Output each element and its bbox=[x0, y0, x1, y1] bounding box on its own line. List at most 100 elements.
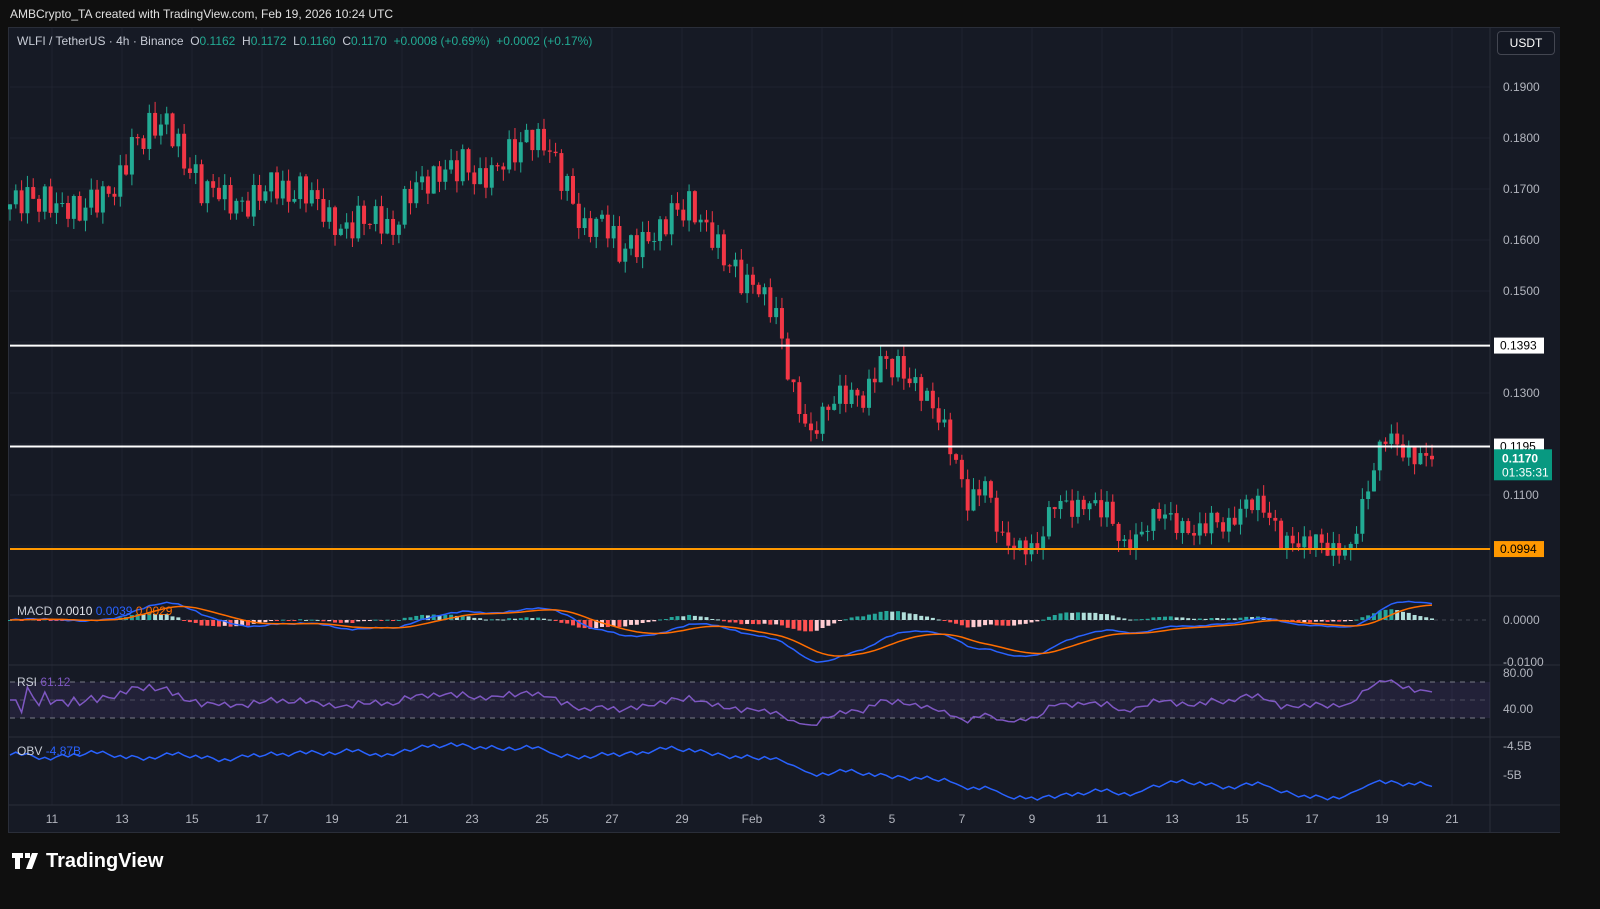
macd-histogram-bar bbox=[658, 619, 663, 621]
candle-body bbox=[600, 214, 605, 219]
macd-histogram-bar bbox=[356, 620, 361, 622]
macd-histogram-bar bbox=[501, 619, 506, 621]
currency-button[interactable]: USDT bbox=[1497, 31, 1555, 55]
macd-histogram-bar bbox=[431, 614, 436, 620]
macd-histogram-bar bbox=[791, 620, 796, 629]
candle-body bbox=[1006, 532, 1011, 546]
candle-body bbox=[605, 214, 610, 239]
candle-body bbox=[460, 149, 465, 182]
price-tick-label: 0.1300 bbox=[1503, 386, 1540, 400]
candle-body bbox=[153, 112, 158, 136]
candle-body bbox=[837, 385, 842, 404]
candle-body bbox=[1244, 499, 1249, 509]
macd-histogram-bar bbox=[1029, 620, 1034, 623]
macd-signal-value: 0.0029 bbox=[135, 604, 173, 618]
change-value: +0.0008 (+0.69%) bbox=[393, 34, 490, 48]
candle-body bbox=[1070, 500, 1075, 517]
candle-body bbox=[350, 222, 355, 239]
open-value: 0.1162 bbox=[199, 34, 236, 48]
candle-body bbox=[640, 231, 645, 258]
candle-body bbox=[779, 308, 784, 339]
open-label: O bbox=[190, 34, 200, 48]
macd-histogram-bar bbox=[1093, 612, 1098, 620]
candle-body bbox=[855, 389, 860, 396]
candle-body bbox=[124, 165, 129, 175]
candle-body bbox=[658, 219, 663, 242]
candle-body bbox=[42, 186, 47, 212]
macd-histogram-bar bbox=[652, 620, 657, 622]
macd-histogram-bar bbox=[350, 620, 355, 624]
time-tick-label: 3 bbox=[819, 812, 826, 826]
candle-body bbox=[1058, 500, 1063, 510]
candle-body bbox=[338, 228, 343, 235]
macd-histogram-bar bbox=[988, 620, 993, 625]
macd-histogram-bar bbox=[1250, 617, 1255, 620]
macd-histogram-bar bbox=[779, 620, 784, 626]
obv-legend: OBV -4.87B bbox=[17, 744, 81, 758]
candle-body bbox=[495, 165, 500, 167]
candle-body bbox=[431, 166, 436, 194]
macd-histogram-bar bbox=[797, 620, 802, 631]
macd-histogram-bar bbox=[211, 620, 216, 627]
macd-histogram-bar bbox=[1081, 612, 1086, 620]
candle-body bbox=[1203, 523, 1208, 534]
candle-body bbox=[919, 377, 924, 401]
candle-body bbox=[832, 403, 837, 410]
candle-body bbox=[292, 199, 297, 202]
candle-body bbox=[530, 129, 535, 151]
macd-histogram-bar bbox=[837, 620, 842, 621]
candle-body bbox=[1157, 509, 1162, 519]
macd-histogram-bar bbox=[855, 616, 860, 620]
macd-histogram-bar bbox=[1139, 619, 1144, 621]
candle-body bbox=[849, 389, 854, 404]
candle-body bbox=[1000, 531, 1005, 533]
macd-histogram-bar bbox=[1360, 617, 1365, 620]
macd-histogram-bar bbox=[1348, 620, 1353, 621]
tradingview-logo-icon bbox=[12, 852, 38, 869]
candle-body bbox=[1313, 534, 1318, 550]
macd-histogram-bar bbox=[530, 618, 535, 620]
candle-body bbox=[930, 390, 935, 409]
candle-body bbox=[750, 274, 755, 285]
candle-body bbox=[1308, 536, 1313, 550]
candle-body bbox=[449, 160, 454, 170]
macd-signal-line bbox=[9, 604, 1433, 657]
candle-body bbox=[1406, 446, 1411, 458]
candle-body bbox=[1238, 508, 1243, 525]
macd-histogram-bar bbox=[1232, 618, 1237, 620]
candle-body bbox=[826, 406, 831, 410]
price-tick-label: 0.1600 bbox=[1503, 233, 1540, 247]
macd-histogram-bar bbox=[60, 620, 65, 621]
macd-tick-label: -0.0100 bbox=[1503, 655, 1544, 669]
macd-histogram-bar bbox=[199, 620, 204, 626]
macd-histogram-bar bbox=[234, 620, 239, 627]
macd-histogram-bar bbox=[890, 611, 895, 620]
macd-histogram-bar bbox=[1052, 615, 1057, 620]
candle-body bbox=[692, 191, 697, 223]
macd-histogram-bar bbox=[704, 617, 709, 620]
candle-body bbox=[211, 181, 216, 188]
time-tick-label: 15 bbox=[185, 812, 199, 826]
candle-body bbox=[170, 113, 175, 147]
macd-legend: MACD 0.0010 0.0039 0.0029 bbox=[17, 604, 172, 618]
tradingview-logo[interactable]: TradingView bbox=[12, 850, 163, 873]
candle-body bbox=[983, 481, 988, 496]
candle-body bbox=[710, 222, 715, 248]
macd-histogram-bar bbox=[437, 615, 442, 620]
macd-histogram-bar bbox=[803, 620, 808, 632]
candle-body bbox=[356, 205, 361, 239]
macd-label: MACD bbox=[17, 604, 53, 618]
candle-body bbox=[333, 207, 338, 235]
last-price-tag bbox=[1494, 449, 1552, 481]
level-price-tag bbox=[1494, 541, 1544, 558]
candle-body bbox=[437, 166, 442, 182]
macd-histogram-bar bbox=[454, 615, 459, 620]
candle-body bbox=[1389, 433, 1394, 444]
macd-histogram-bar bbox=[1128, 619, 1133, 621]
candle-body bbox=[843, 385, 848, 404]
price-tick-label: 0.1700 bbox=[1503, 182, 1540, 196]
symbol-name[interactable]: WLFI / TetherUS · 4h · Binance bbox=[17, 34, 184, 48]
candle-body bbox=[472, 172, 477, 185]
candle-body bbox=[1099, 500, 1104, 518]
